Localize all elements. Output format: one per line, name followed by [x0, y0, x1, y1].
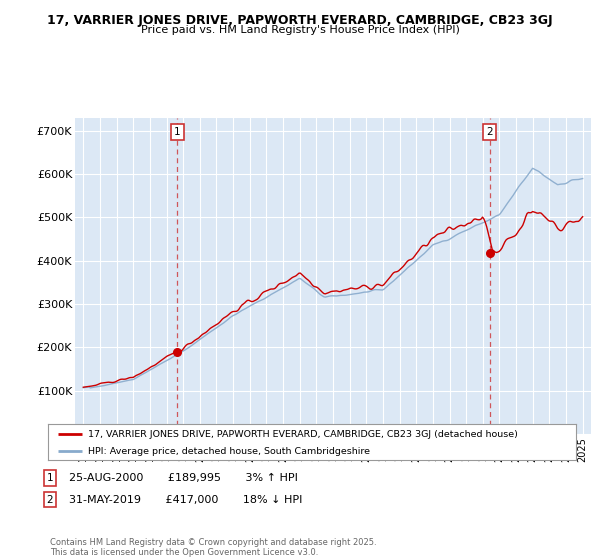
- Text: Price paid vs. HM Land Registry's House Price Index (HPI): Price paid vs. HM Land Registry's House …: [140, 25, 460, 35]
- Text: 1: 1: [174, 127, 181, 137]
- Text: 17, VARRIER JONES DRIVE, PAPWORTH EVERARD, CAMBRIDGE, CB23 3GJ: 17, VARRIER JONES DRIVE, PAPWORTH EVERAR…: [47, 14, 553, 27]
- Text: 2: 2: [487, 127, 493, 137]
- Text: 17, VARRIER JONES DRIVE, PAPWORTH EVERARD, CAMBRIDGE, CB23 3GJ (detached house): 17, VARRIER JONES DRIVE, PAPWORTH EVERAR…: [88, 430, 517, 438]
- Text: Contains HM Land Registry data © Crown copyright and database right 2025.
This d: Contains HM Land Registry data © Crown c…: [50, 538, 376, 557]
- Text: 31-MAY-2019       £417,000       18% ↓ HPI: 31-MAY-2019 £417,000 18% ↓ HPI: [69, 494, 302, 505]
- Text: 1: 1: [46, 473, 53, 483]
- Text: HPI: Average price, detached house, South Cambridgeshire: HPI: Average price, detached house, Sout…: [88, 447, 370, 456]
- Text: 25-AUG-2000       £189,995       3% ↑ HPI: 25-AUG-2000 £189,995 3% ↑ HPI: [69, 473, 298, 483]
- Text: 2: 2: [46, 494, 53, 505]
